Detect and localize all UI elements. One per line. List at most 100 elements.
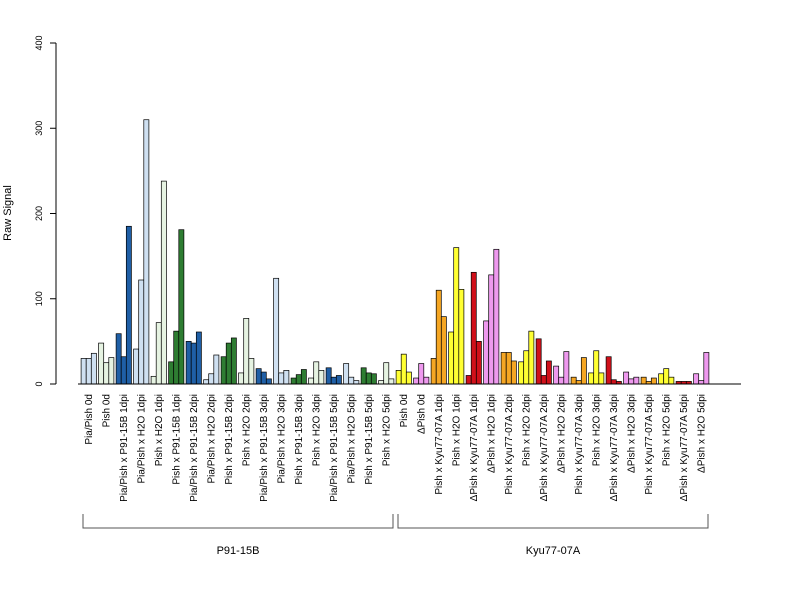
- y-tick-label: 400: [34, 35, 44, 50]
- bar: [623, 371, 630, 385]
- group-bracket: [82, 514, 394, 529]
- bar: [225, 342, 232, 385]
- x-tick-label: ΔPish x Kyu77-07A 5dpi: [679, 394, 690, 501]
- bar: [90, 352, 97, 385]
- bar: [698, 380, 705, 385]
- bar: [365, 372, 372, 385]
- bar: [243, 318, 250, 385]
- bar: [173, 330, 180, 385]
- bar: [570, 376, 577, 385]
- bar: [283, 370, 290, 385]
- bar: [458, 289, 465, 385]
- bar: [628, 378, 635, 385]
- bar: [448, 331, 455, 385]
- bar: [633, 376, 640, 385]
- bar: [598, 372, 605, 385]
- x-tick-label: Pish x P91-15B 2dpi: [224, 394, 235, 485]
- bar: [155, 322, 162, 385]
- bar: [273, 277, 280, 385]
- bar: [470, 271, 477, 385]
- bar: [423, 376, 430, 385]
- bar: [650, 377, 657, 385]
- x-tick-label: ΔPish 0d: [416, 394, 427, 434]
- x-tick-label: Pish x P91-15B 3dpi: [294, 394, 305, 485]
- bar: [493, 248, 500, 385]
- bar: [178, 229, 185, 385]
- bar: [220, 356, 227, 385]
- bar: [203, 379, 210, 385]
- bar: [540, 375, 547, 385]
- bar: [535, 338, 542, 385]
- bar: [588, 372, 595, 385]
- bar: [505, 352, 512, 385]
- x-tick-label: Pish x P91-15B 1dpi: [171, 394, 182, 485]
- bar: [353, 380, 360, 385]
- x-tick-label: Pish x H2O 5dpi: [661, 394, 672, 466]
- bar: [640, 376, 647, 385]
- x-tick-label: Pia/Pish 0d: [84, 394, 95, 445]
- bar: [125, 225, 132, 385]
- bar: [115, 333, 122, 385]
- bar: [85, 358, 92, 385]
- bar: [488, 274, 495, 385]
- x-tick-label: ΔPish x Kyu77-07A 2dpi: [539, 394, 550, 501]
- x-tick-label: Pia/Pish x P91-15B 3dpi: [259, 394, 270, 502]
- bar: [360, 367, 367, 385]
- x-tick-label: Pia/Pish x H2O 3dpi: [276, 394, 287, 484]
- bar: [475, 341, 482, 385]
- bar: [658, 373, 665, 385]
- x-tick-label: Pia/Pish x P91-15B 1dpi: [119, 394, 130, 502]
- bar: [553, 365, 560, 385]
- bar: [465, 375, 472, 385]
- bar: [378, 380, 385, 385]
- bar: [500, 352, 507, 385]
- x-tick-label: Pish x H2O 3dpi: [591, 394, 602, 466]
- x-tick-label: Pish x H2O 2dpi: [241, 394, 252, 466]
- bar: [593, 350, 600, 385]
- bar: [120, 356, 127, 385]
- y-axis: 0 100 200 300 400: [34, 35, 57, 387]
- bar: [98, 342, 105, 385]
- bar: [313, 361, 320, 385]
- bar: [558, 376, 565, 385]
- bar: [418, 363, 425, 385]
- y-tick-label: 300: [34, 121, 44, 136]
- bar: [528, 330, 535, 385]
- bar: [195, 331, 202, 385]
- bar: [440, 316, 447, 385]
- bar: [103, 362, 110, 385]
- bar: [605, 356, 612, 385]
- x-tick-label: ΔPish x Kyu77-07A 1dpi: [469, 394, 480, 501]
- bar: [430, 358, 437, 385]
- bar: [580, 357, 587, 385]
- x-tick-label: Pish 0d: [101, 394, 112, 427]
- x-tick-label: Pia/Pish x H2O 2dpi: [206, 394, 217, 484]
- bar: [138, 279, 145, 385]
- bar: [208, 373, 215, 385]
- y-axis-label: Raw Signal: [2, 185, 14, 241]
- bar: [405, 371, 412, 385]
- bar: [248, 358, 255, 385]
- y-tick-label: 100: [34, 291, 44, 306]
- bar: [523, 350, 530, 385]
- bar: [330, 376, 337, 385]
- bar: [150, 375, 157, 385]
- group-label: Kyu77-07A: [526, 545, 581, 557]
- x-tick-labels: Pia/Pish 0d Pish 0d Pia/Pish x P91-15B 1dp…: [84, 394, 708, 502]
- x-tick-label: Pish x H2O 3dpi: [311, 394, 322, 466]
- bar: [693, 373, 700, 385]
- x-tick-label: Pia/Pish x P91-15B 2dpi: [189, 394, 200, 502]
- group-bracket: [397, 514, 709, 529]
- x-tick-label: Pia/Pish x H2O 1dpi: [136, 394, 147, 484]
- x-tick-label: Pish x H2O 5dpi: [381, 394, 392, 466]
- bar: [260, 371, 267, 385]
- bar: [413, 377, 420, 385]
- bar: [453, 247, 460, 385]
- x-tick-label: Pish x Kyu77-07A 3dpi: [574, 394, 585, 495]
- bar: [265, 378, 272, 385]
- bar: [80, 358, 87, 385]
- bar: [400, 353, 407, 385]
- bar: [290, 377, 297, 385]
- x-tick-label: Pish x H2O 1dpi: [154, 394, 165, 466]
- bar: [335, 375, 342, 385]
